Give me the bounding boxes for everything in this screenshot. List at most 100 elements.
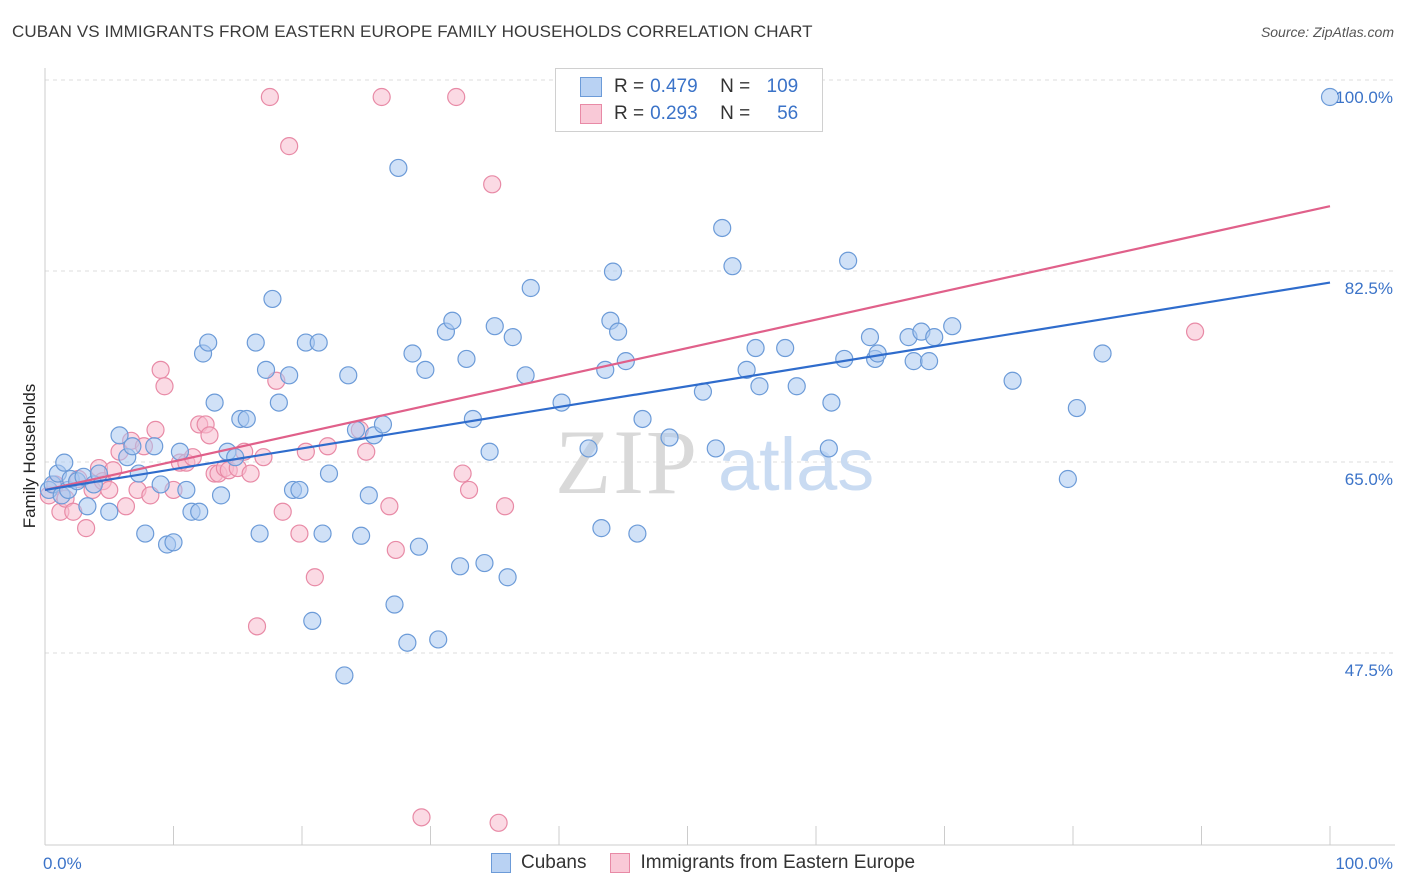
- cubans-point: [263, 289, 282, 309]
- cubans-point: [319, 464, 339, 483]
- cubans-point: [919, 352, 939, 371]
- legend-swatch-cubans: [490, 853, 511, 873]
- chart-title: CUBAN VS IMMIGRANTS FROM EASTERN EUROPE …: [12, 22, 813, 41]
- cubans-point: [136, 524, 155, 543]
- immigrants-point: [155, 377, 174, 396]
- immigrants-point: [100, 480, 119, 500]
- cubans-point: [335, 666, 354, 685]
- grid-layer: [45, 79, 1395, 654]
- cubans-point: [904, 352, 923, 371]
- series-legend: Cubans Immigrants from Eastern Europe: [0, 852, 1406, 874]
- cubans-point: [100, 502, 119, 521]
- source-label: Source: ZipAtlas.com: [1260, 24, 1394, 40]
- watermark-atlas: atlas: [718, 423, 874, 506]
- cubans-point: [475, 553, 494, 573]
- cubans-point: [633, 409, 652, 429]
- cubans-point: [839, 251, 858, 270]
- cubans-point: [403, 344, 422, 363]
- immigrants-point: [260, 87, 279, 107]
- x-tick-label: 0.0%: [43, 854, 82, 873]
- legend-item-cubans[interactable]: Cubans: [490, 852, 587, 874]
- cubans-point: [199, 333, 218, 352]
- cubans-point: [822, 393, 841, 412]
- cubans-point: [480, 442, 499, 461]
- trend-lines: [44, 205, 1331, 492]
- immigrants-point: [290, 524, 309, 543]
- immigrants-point: [386, 540, 405, 560]
- cubans-point: [256, 360, 276, 379]
- cubans-point: [1058, 469, 1077, 489]
- legend-r-value: 0.293: [650, 103, 698, 124]
- cubans-point: [250, 524, 269, 543]
- legend-r-label: R =: [614, 103, 645, 124]
- tick-labels: 47.5% 65.0% 82.5% 100.0% 0.0% 100.0%: [43, 88, 1393, 873]
- cubans-point: [389, 158, 408, 178]
- immigrants-point: [412, 808, 431, 827]
- cubans-point: [579, 439, 598, 458]
- immigrants-point: [453, 464, 472, 483]
- cubans-point: [385, 595, 404, 614]
- cubans-point: [339, 366, 358, 385]
- immigrants-point: [151, 360, 170, 379]
- cubans-point: [246, 333, 265, 352]
- y-tick-label: 100.0%: [1335, 88, 1393, 107]
- legend-item-immigrants[interactable]: Immigrants from Eastern Europe: [610, 852, 915, 874]
- legend-n-value: 56: [777, 103, 799, 124]
- y-tick-label: 65.0%: [1345, 470, 1393, 489]
- cubans-point: [373, 415, 393, 434]
- cubans-point: [592, 519, 611, 538]
- cubans-point: [1320, 87, 1340, 107]
- immigrants-point: [241, 464, 260, 483]
- x-tick-label: 100.0%: [1335, 854, 1393, 873]
- immigrants-point: [1185, 322, 1205, 341]
- cubans-point: [190, 502, 209, 521]
- immigrants-point: [495, 497, 515, 516]
- cubans-point: [521, 278, 540, 298]
- cubans-point: [498, 568, 517, 587]
- cubans-point: [746, 338, 765, 358]
- cubans-point: [309, 333, 328, 352]
- cubans-point: [303, 611, 322, 630]
- cubans-point: [55, 453, 74, 472]
- cubans-point: [409, 537, 429, 556]
- legend-swatch-immigrants: [610, 853, 631, 873]
- cubans-point: [237, 409, 256, 429]
- cubans-point: [1067, 398, 1086, 418]
- cubans-point: [443, 311, 462, 330]
- cubans-point: [78, 497, 97, 516]
- legend-n-value: 109: [766, 76, 799, 97]
- immigrants-point: [447, 87, 466, 107]
- immigrants-point: [489, 813, 508, 832]
- cubans-point: [145, 437, 164, 456]
- cubans-point: [723, 257, 742, 276]
- cubans-point: [110, 426, 129, 445]
- immigrants-point: [77, 519, 96, 538]
- legend-label-immigrants: Immigrants from Eastern Europe: [640, 852, 916, 873]
- cubans-point: [750, 377, 769, 396]
- legend-label-cubans: Cubans: [520, 852, 587, 873]
- cubans-point: [516, 366, 535, 385]
- cubans-point: [485, 317, 504, 336]
- y-tick-label: 47.5%: [1345, 661, 1393, 680]
- cubans-point: [359, 486, 378, 505]
- cubans-point: [1093, 344, 1112, 363]
- cubans-point: [776, 338, 795, 358]
- cubans-point: [819, 439, 838, 458]
- cubans-point: [603, 262, 623, 281]
- immigrants-point: [273, 502, 292, 521]
- cubans-point: [787, 377, 806, 396]
- immigrants-point: [280, 137, 299, 156]
- cubans-point: [713, 218, 732, 238]
- legend-n-label: N =: [720, 103, 751, 124]
- cubans-point: [1003, 371, 1022, 390]
- legend-n-label: N =: [720, 76, 751, 97]
- immigrants-point: [305, 568, 324, 587]
- immigrants-point: [200, 426, 219, 445]
- cubans-point: [164, 533, 183, 552]
- immigrants-point: [459, 480, 479, 500]
- axis-layer: [44, 68, 1395, 846]
- cubans-point: [660, 428, 679, 447]
- immigrants-point: [247, 617, 267, 636]
- immigrants-point: [380, 497, 399, 516]
